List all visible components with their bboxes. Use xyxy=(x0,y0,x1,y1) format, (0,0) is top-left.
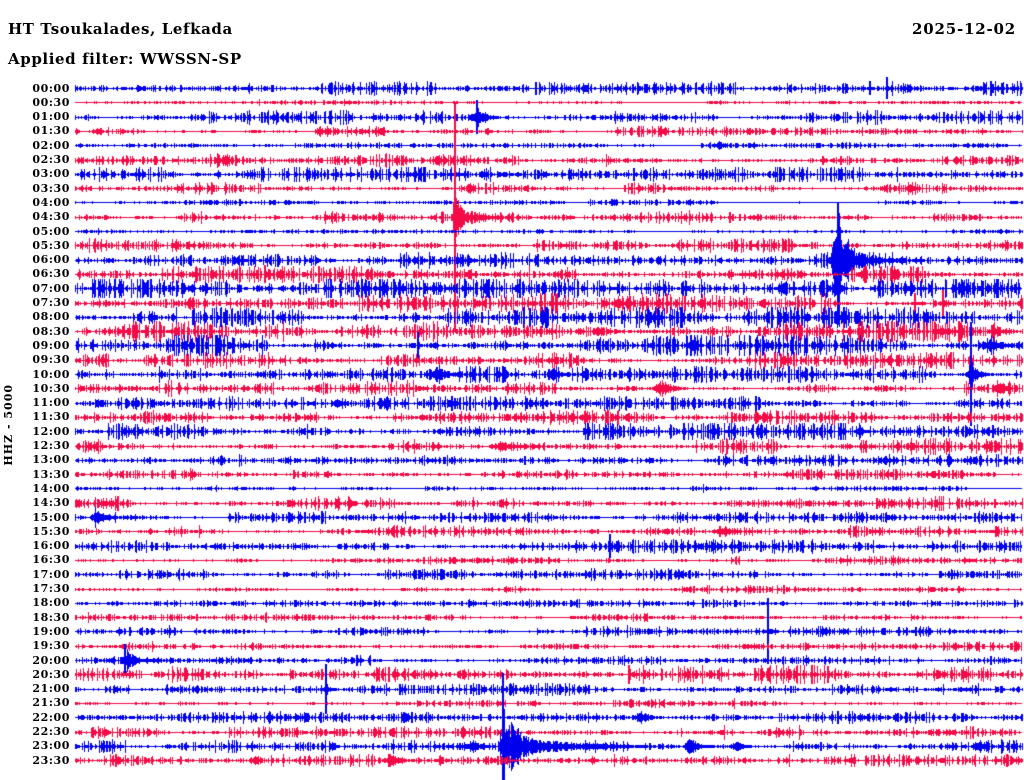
time-label: 23:00 xyxy=(32,739,70,753)
time-label: 14:30 xyxy=(32,496,70,510)
time-label: 03:30 xyxy=(32,181,70,195)
time-label: 21:30 xyxy=(32,696,70,710)
time-label: 20:00 xyxy=(32,653,70,667)
time-label: 04:00 xyxy=(32,195,70,209)
filter-label: Applied filter: WWSSN-SP xyxy=(8,50,242,68)
time-label: 06:30 xyxy=(32,267,70,281)
time-label: 14:00 xyxy=(32,481,70,495)
time-label: 15:00 xyxy=(32,510,70,524)
time-label: 08:30 xyxy=(32,324,70,338)
time-label: 00:00 xyxy=(32,81,70,95)
time-label: 05:00 xyxy=(32,224,70,238)
time-label: 18:00 xyxy=(32,596,70,610)
date-label: 2025-12-02 xyxy=(912,20,1016,38)
time-label: 11:00 xyxy=(32,396,70,410)
time-label: 10:00 xyxy=(32,367,70,381)
time-label: 16:30 xyxy=(32,553,70,567)
time-label: 03:00 xyxy=(32,167,70,181)
time-label: 00:30 xyxy=(32,95,70,109)
time-label: 04:30 xyxy=(32,210,70,224)
time-label: 13:30 xyxy=(32,467,70,481)
time-label: 22:00 xyxy=(32,710,70,724)
time-label: 16:00 xyxy=(32,539,70,553)
time-label: 18:30 xyxy=(32,610,70,624)
time-label: 12:30 xyxy=(32,439,70,452)
time-label: 07:30 xyxy=(32,296,70,309)
time-label: 06:00 xyxy=(32,253,70,267)
time-label: 22:30 xyxy=(32,725,70,738)
time-label: 02:30 xyxy=(32,153,70,166)
time-label: 07:00 xyxy=(32,281,70,295)
time-label: 09:30 xyxy=(32,353,70,367)
time-label: 09:00 xyxy=(32,338,70,352)
time-label: 13:00 xyxy=(32,453,70,467)
time-label: 01:30 xyxy=(32,124,70,138)
time-label: 20:30 xyxy=(32,667,70,681)
time-label: 19:30 xyxy=(32,639,70,653)
time-label: 15:30 xyxy=(32,524,70,538)
time-label: 02:00 xyxy=(32,138,70,152)
time-label: 17:30 xyxy=(32,582,70,595)
station-title: HT Tsoukalades, Lefkada xyxy=(8,20,233,38)
time-label: 19:00 xyxy=(32,624,70,638)
time-label: 23:30 xyxy=(32,753,70,767)
time-label: 17:00 xyxy=(32,567,70,581)
time-label: 05:30 xyxy=(32,238,70,252)
time-label: 12:00 xyxy=(32,424,70,438)
time-label: 01:00 xyxy=(32,110,70,124)
time-label: 11:30 xyxy=(32,410,70,424)
time-label: 08:00 xyxy=(32,310,70,324)
time-label: 10:30 xyxy=(32,381,70,395)
time-label: 21:00 xyxy=(32,682,70,696)
